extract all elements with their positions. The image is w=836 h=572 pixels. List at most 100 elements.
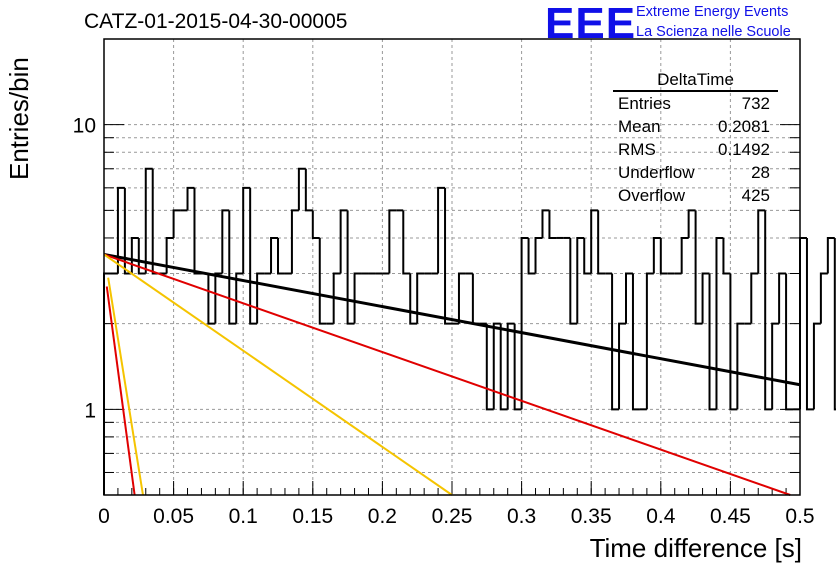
logo-caption: Extreme Energy Events La Scienza nelle S… (636, 2, 791, 42)
x-axis-label: Time difference [s] (589, 533, 802, 563)
histogram-bin (785, 273, 794, 411)
histogram-bin (256, 272, 265, 324)
histogram-bin (722, 237, 731, 275)
stats-value: 0.1492 (718, 140, 770, 159)
histogram-bin (618, 322, 626, 410)
chart-title: CATZ-01-2015-04-30-00005 (84, 10, 348, 33)
histogram-bin (346, 210, 355, 325)
stats-label: Overflow (618, 186, 686, 205)
histogram-bin (764, 210, 773, 411)
histogram-bin (631, 273, 640, 411)
histogram-bin (214, 272, 223, 324)
histogram-bin (457, 272, 466, 324)
histogram-bin (137, 237, 146, 275)
histogram-bin (353, 272, 362, 324)
histogram-bin (437, 186, 446, 274)
histogram-bin (297, 167, 306, 211)
histogram-bin (701, 272, 710, 324)
histogram-bin (242, 186, 251, 274)
stats-row-mean: Mean 0.2081 (613, 115, 778, 138)
histogram-bin (548, 210, 557, 239)
histogram-bin (527, 237, 536, 275)
stats-label: Mean (618, 117, 661, 136)
histogram-bin (228, 210, 237, 325)
histogram-bin (680, 236, 689, 274)
fit-line (103, 253, 453, 496)
histogram-bin (805, 237, 814, 411)
histogram-bin (277, 237, 285, 275)
histogram-bin (416, 272, 425, 324)
histogram-bin (235, 272, 244, 324)
stats-title: DeltaTime (613, 70, 778, 92)
histogram-bin (165, 236, 174, 274)
histogram-bin (757, 209, 766, 274)
stats-value: 0.2081 (718, 117, 770, 136)
stats-box: DeltaTime Entries 732 Mean 0.2081 RMS 0.… (613, 70, 778, 207)
x-tick-label: 0.4 (646, 505, 676, 528)
histogram-bin (715, 236, 724, 410)
histogram-bin (290, 209, 299, 274)
fit-line (103, 253, 791, 496)
histogram-bin (130, 236, 139, 274)
x-tick-label: 0.25 (432, 505, 473, 528)
histogram-bin (388, 209, 397, 274)
histogram-bin (311, 210, 320, 239)
stats-row-underflow: Underflow 28 (613, 161, 778, 184)
histogram-bin (520, 236, 529, 410)
y-tick-label: 1 (84, 399, 96, 422)
histogram-bin (590, 209, 599, 274)
histogram-bin (339, 209, 348, 274)
histogram-bin (193, 187, 202, 275)
histogram-bin (611, 273, 620, 411)
histogram-bin (444, 187, 452, 325)
histogram-bin (708, 273, 717, 411)
x-tick-label: 0.1 (229, 505, 258, 528)
histogram-bin (409, 273, 418, 325)
x-tick-label: 0.2 (368, 505, 397, 528)
histogram-bin (597, 210, 606, 275)
histogram-bin (249, 187, 258, 325)
histogram-bin (221, 209, 230, 274)
stats-value: 28 (751, 163, 770, 182)
stats-row-entries: Entries 732 (613, 92, 778, 115)
y-axis-label: Entries/bin (4, 57, 34, 180)
histogram-bin (123, 187, 132, 275)
histogram-bin (499, 323, 508, 411)
histogram-bin (625, 272, 633, 324)
stats-value: 732 (741, 94, 770, 113)
stats-label: RMS (618, 140, 656, 159)
histogram-bin (576, 236, 585, 324)
y-tick-label: 10 (73, 115, 96, 138)
histogram-bin (659, 237, 668, 275)
histogram-bin (812, 322, 821, 410)
x-tick-label: 0 (98, 505, 110, 528)
stats-value: 425 (741, 186, 770, 205)
histogram-bin (513, 323, 522, 411)
histogram-bin (172, 209, 181, 238)
histogram-bin (819, 272, 828, 324)
logo-caption-line2: La Scienza nelle Scuole (636, 24, 791, 40)
histogram-bin (750, 272, 759, 324)
x-tick-label: 0.3 (507, 505, 536, 528)
fit-line (107, 277, 144, 496)
stats-row-overflow: Overflow 425 (613, 184, 778, 207)
stats-row-rms: RMS 0.1492 (613, 138, 778, 161)
histogram-bin (736, 322, 745, 410)
histogram-bin (687, 209, 696, 238)
histogram-bin (583, 237, 592, 275)
histogram-bin (318, 237, 327, 325)
histogram-bin (116, 186, 125, 274)
histogram-bin (186, 186, 195, 211)
histogram-bin (778, 272, 787, 324)
histogram-bin (304, 168, 313, 212)
histogram-bin (485, 323, 494, 411)
histogram-bin (729, 273, 738, 411)
histogram-bin (471, 273, 480, 325)
histogram-bin (151, 168, 160, 275)
histogram-bin (799, 236, 807, 410)
histogram-bin (652, 236, 661, 274)
histogram-bin (402, 210, 411, 275)
histogram-bin (332, 272, 341, 324)
histogram-bin (270, 236, 278, 274)
